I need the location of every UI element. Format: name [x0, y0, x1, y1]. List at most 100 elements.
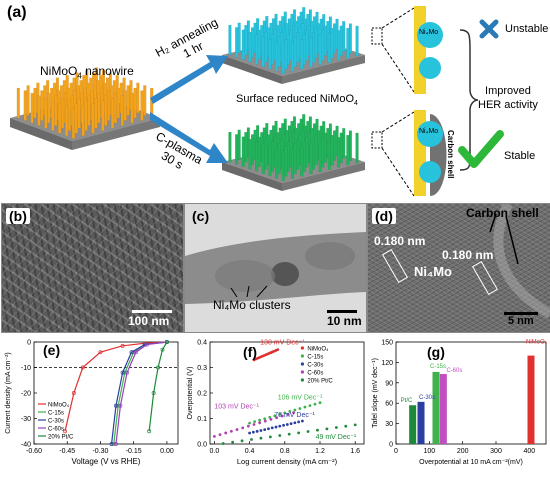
chart-f-point	[273, 414, 277, 418]
arrow-h2-annealing	[150, 55, 228, 104]
chart-f-point	[292, 411, 295, 415]
chart-f-point	[303, 405, 307, 409]
cyan-nanowire-array	[222, 7, 365, 84]
nanowire	[47, 92, 51, 124]
nanowire	[355, 25, 359, 57]
chart-g-bar	[409, 405, 417, 444]
panel-d-hrtem-image: (d) Carbon shell 0.180 nm 0.180 nm Ni₄Mo…	[367, 203, 550, 333]
nanowire	[241, 29, 245, 60]
chart-f-legend-swatch	[300, 362, 304, 366]
orange-nanowire-array	[10, 67, 160, 150]
chart-g-xtick-label: 400	[523, 448, 535, 455]
nanowire	[143, 85, 147, 116]
nanowire	[235, 27, 239, 58]
chart-f-point	[268, 415, 272, 419]
panel-d-spacing-2: 0.180 nm	[442, 248, 494, 262]
chart-e-point	[109, 442, 114, 446]
chart-g-xtick-label: 200	[457, 448, 469, 455]
particle-top-large	[417, 22, 443, 48]
nanowire	[300, 146, 304, 177]
nanowire	[106, 90, 111, 121]
chart-g-ytick-label: 30	[385, 421, 393, 428]
chart-e-ytick-label: -20	[21, 391, 31, 398]
nanowire	[58, 103, 62, 134]
chart-e-point	[120, 343, 125, 348]
chart-e-point	[98, 350, 103, 355]
chart-g-bar	[439, 373, 447, 444]
panel-e-label: (e)	[43, 342, 61, 358]
chart-f-point	[278, 434, 282, 437]
chart-f-annotation: 106 mV Dec⁻¹	[278, 394, 323, 401]
panel-c-scale-label: 10 nm	[327, 314, 362, 328]
chart-f-point	[308, 404, 312, 408]
chart-e-xtick-label: -0.15	[126, 448, 142, 455]
nanowire	[110, 98, 115, 129]
nanowire	[51, 100, 55, 131]
particle-bottom-large	[417, 121, 443, 147]
chart-f-point	[269, 418, 273, 421]
chart-f-ytick-label: 0.2	[197, 391, 207, 398]
chart-e-point	[71, 391, 76, 395]
chart-f-ylabel: Overpotential (V)	[187, 367, 194, 420]
nanowire	[113, 92, 118, 124]
panel-g-label: (g)	[427, 344, 445, 360]
chart-e-point	[160, 347, 165, 352]
chart-e-point	[156, 365, 161, 370]
nanowire	[87, 95, 91, 126]
panel-c-texture	[185, 232, 366, 304]
chart-e-series-line	[148, 341, 168, 432]
chart-f-point	[255, 429, 259, 433]
nanowire	[281, 43, 285, 74]
chart-f-point	[248, 421, 251, 425]
chart-e-xtick-label: -0.60	[26, 448, 42, 455]
chart-f-point	[306, 430, 310, 433]
chart-f-annotation: 78 mV Dec⁻¹	[274, 412, 315, 419]
chart-e-point	[125, 370, 129, 375]
panel-g-chart: 0 100 200 300 400 0 30 60 90 120 150 Overpotential …	[368, 334, 550, 474]
chart-e-series-line	[113, 341, 167, 445]
chart-f-legend-label: C-30s	[307, 363, 323, 369]
chart-f-point	[263, 419, 267, 423]
chart-g-svg: 0 100 200 300 400 0 30 60 90 120 150 Overpotential …	[372, 340, 548, 467]
chart-f-point	[251, 430, 255, 434]
chart-f-point	[283, 411, 287, 415]
chart-g-bar	[417, 401, 425, 444]
chart-f-point	[253, 420, 257, 424]
chart-f-point	[344, 424, 348, 428]
carbon-shell-vertical-label: Carbon shell	[446, 130, 455, 179]
chart-e-ytick-label: -10	[21, 365, 31, 372]
nanowire	[261, 36, 265, 67]
chart-f-legend-label: C-15s	[307, 355, 323, 361]
nanowire	[101, 100, 105, 131]
chart-f-point	[268, 435, 272, 439]
chart-f-point	[248, 431, 251, 435]
chart-f-point	[282, 423, 285, 427]
chart-f-point	[353, 423, 357, 427]
chart-f-point	[276, 348, 280, 352]
chart-f-point	[325, 427, 329, 431]
nanowire	[33, 87, 37, 119]
nanowire	[44, 98, 48, 129]
nanowire	[67, 100, 72, 131]
nanowire	[140, 90, 144, 121]
panel-d-overlay	[381, 204, 550, 319]
chart-e-point	[145, 342, 149, 347]
chart-g-ytick-label: 120	[381, 360, 393, 367]
chart-f-point	[263, 428, 267, 432]
chart-f-legend-label: C-60s	[307, 371, 323, 377]
zoom-wall-top	[414, 6, 426, 94]
chart-f-point	[287, 432, 291, 436]
nanowire	[23, 90, 27, 121]
nanowire	[255, 141, 259, 172]
stable-label: Stable	[504, 150, 536, 162]
chart-g-bar	[432, 371, 440, 444]
schematic-svg	[10, 6, 504, 197]
nanowire	[268, 145, 272, 177]
chart-f-point	[241, 426, 245, 430]
nanowire	[74, 103, 78, 134]
chart-f-point	[297, 431, 301, 435]
chart-e-ytick-label: 0	[27, 340, 31, 347]
nanowire	[235, 134, 239, 165]
nanowire-label: NiMoO4 nanowire	[40, 64, 134, 81]
nanowire	[30, 92, 34, 124]
